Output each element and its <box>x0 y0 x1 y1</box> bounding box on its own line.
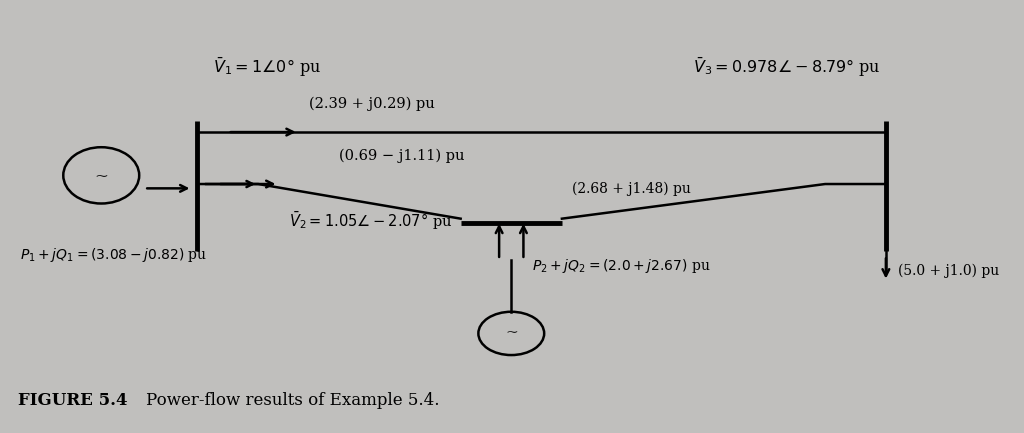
Text: ~: ~ <box>94 167 109 184</box>
Text: Power-flow results of Example 5.4.: Power-flow results of Example 5.4. <box>125 392 439 409</box>
Text: $\bar{V}_2 = 1.05\angle -2.07°$ pu: $\bar{V}_2 = 1.05\angle -2.07°$ pu <box>289 210 453 232</box>
Text: ~: ~ <box>505 326 518 340</box>
Text: (2.39 + j0.29) pu: (2.39 + j0.29) pu <box>309 97 434 111</box>
Text: FIGURE 5.4: FIGURE 5.4 <box>18 392 128 409</box>
Text: $\bar{V}_1 = 1\angle 0°$ pu: $\bar{V}_1 = 1\angle 0°$ pu <box>213 55 321 79</box>
Text: (2.68 + j1.48) pu: (2.68 + j1.48) pu <box>572 181 691 196</box>
Text: $P_2 + jQ_2 = (2.0 + j2.67)$ pu: $P_2 + jQ_2 = (2.0 + j2.67)$ pu <box>531 257 711 275</box>
Text: $\bar{V}_3 = 0.978\angle -8.79°$ pu: $\bar{V}_3 = 0.978\angle -8.79°$ pu <box>693 55 881 79</box>
Text: (0.69 − j1.11) pu: (0.69 − j1.11) pu <box>339 149 465 163</box>
Text: (5.0 + j1.0) pu: (5.0 + j1.0) pu <box>898 263 999 278</box>
Text: $P_1 + jQ_1 = (3.08 - j0.82)$ pu: $P_1 + jQ_1 = (3.08 - j0.82)$ pu <box>20 246 208 265</box>
